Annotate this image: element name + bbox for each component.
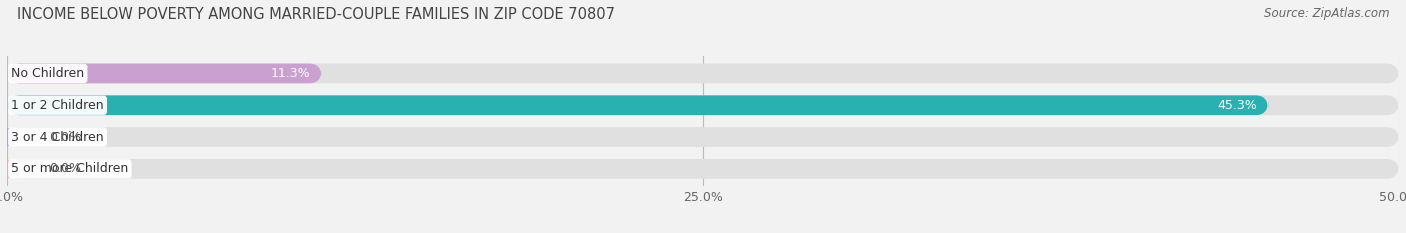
- FancyBboxPatch shape: [7, 95, 1399, 115]
- FancyBboxPatch shape: [7, 159, 1399, 179]
- FancyBboxPatch shape: [7, 95, 1268, 115]
- FancyBboxPatch shape: [7, 64, 1399, 83]
- Text: Source: ZipAtlas.com: Source: ZipAtlas.com: [1264, 7, 1389, 20]
- Text: No Children: No Children: [11, 67, 84, 80]
- Circle shape: [0, 161, 14, 177]
- Text: INCOME BELOW POVERTY AMONG MARRIED-COUPLE FAMILIES IN ZIP CODE 70807: INCOME BELOW POVERTY AMONG MARRIED-COUPL…: [17, 7, 614, 22]
- FancyBboxPatch shape: [7, 64, 322, 83]
- Text: 45.3%: 45.3%: [1218, 99, 1257, 112]
- Text: 0.0%: 0.0%: [49, 162, 80, 175]
- Circle shape: [0, 129, 14, 145]
- Text: 1 or 2 Children: 1 or 2 Children: [11, 99, 104, 112]
- Text: 5 or more Children: 5 or more Children: [11, 162, 128, 175]
- Text: 0.0%: 0.0%: [49, 130, 80, 144]
- Text: 11.3%: 11.3%: [271, 67, 311, 80]
- FancyBboxPatch shape: [7, 127, 1399, 147]
- Text: 3 or 4 Children: 3 or 4 Children: [11, 130, 104, 144]
